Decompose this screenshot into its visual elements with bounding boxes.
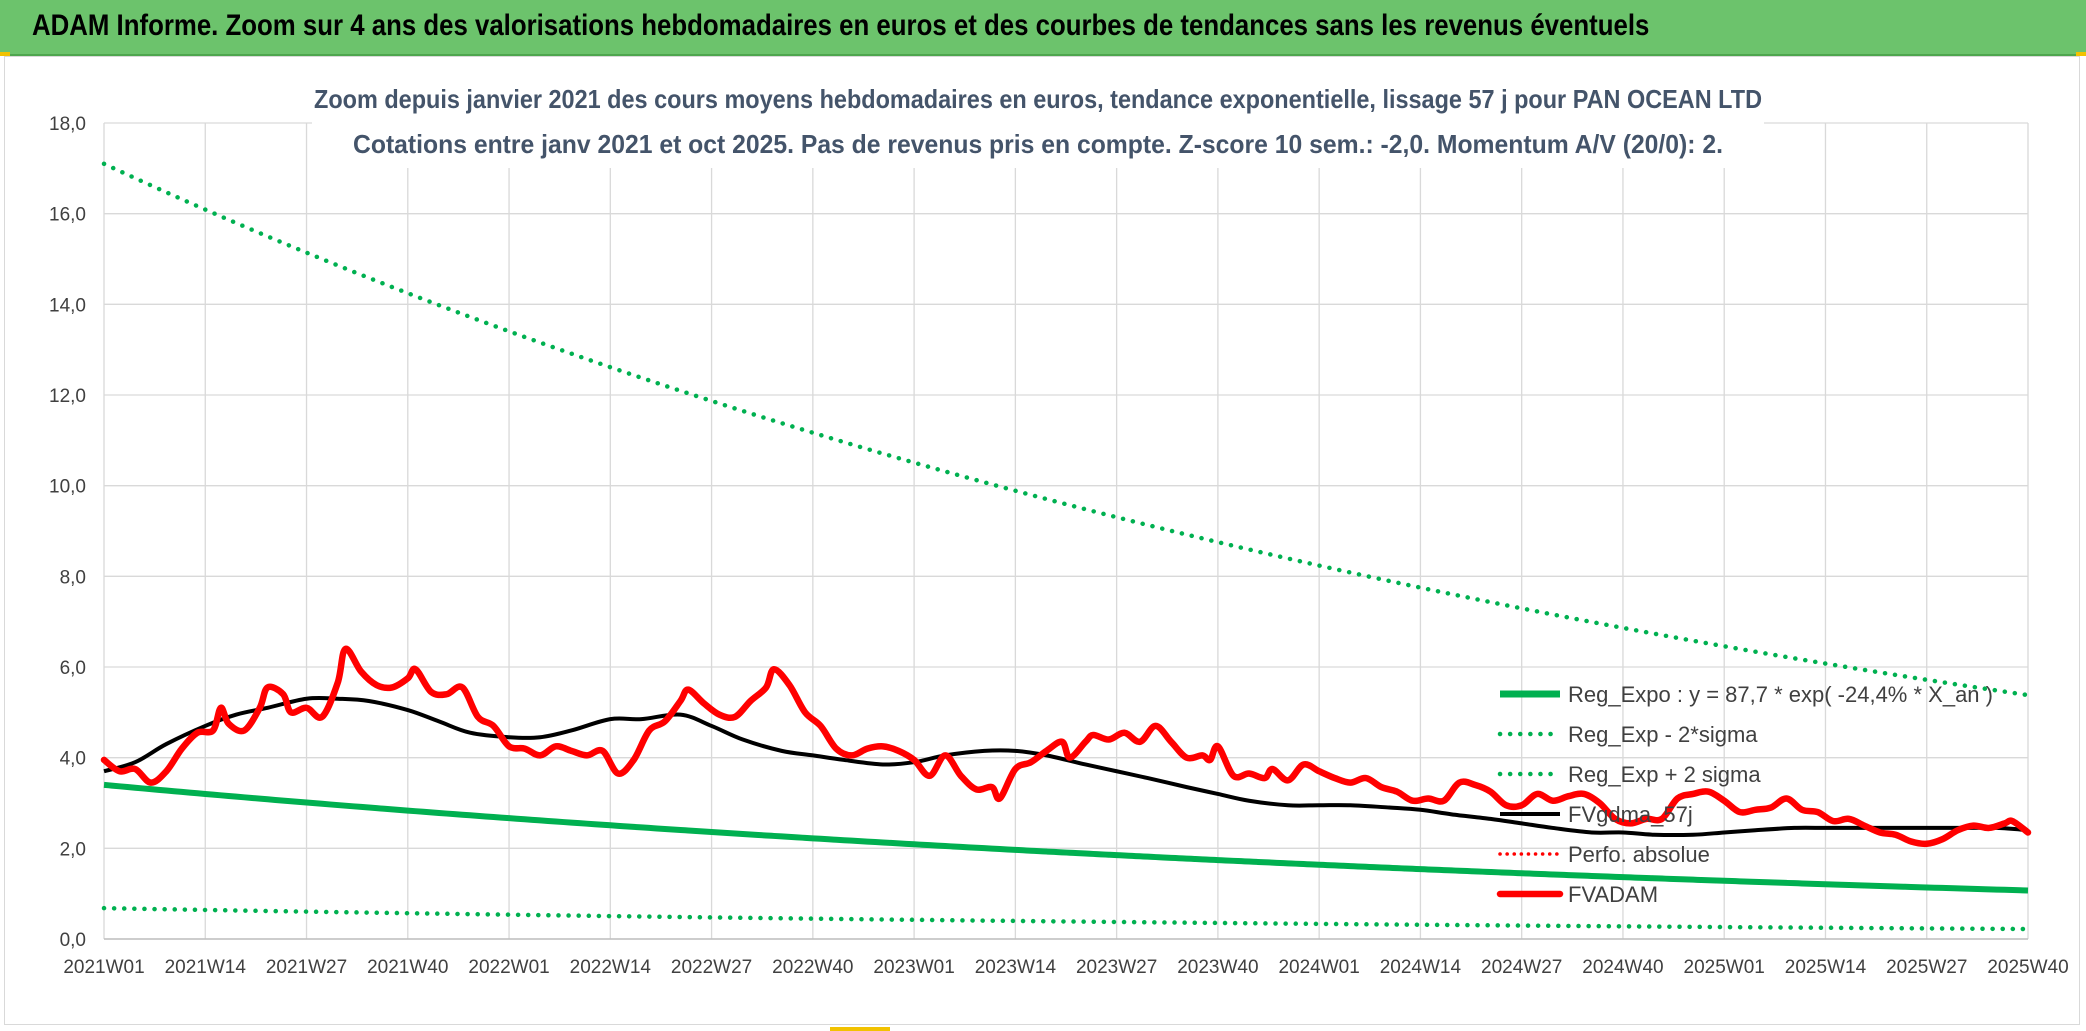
bottom-accent — [830, 1027, 890, 1031]
chart-title-block: Zoom depuis janvier 2021 des cours moyen… — [312, 78, 1764, 168]
chart-frame — [4, 56, 2080, 1025]
legend-label: FVgdma_57j — [1568, 802, 1693, 827]
y-tick-label: 12,0 — [49, 386, 86, 407]
corner-accent-left — [0, 52, 10, 56]
y-tick-label: 4,0 — [60, 749, 86, 770]
x-tick-label: 2021W27 — [266, 957, 347, 978]
series-fvgdma-57j — [103, 695, 2029, 838]
axis-labels: 0,0 2,0 4,0 6,0 8,0 10,0 12,0 14,0 16,0 18,0 2021W… — [49, 114, 2069, 978]
y-tick-label: 18,0 — [49, 114, 86, 135]
x-tick-label: 2023W27 — [1076, 957, 1157, 978]
x-tick-label: 2025W14 — [1785, 957, 1867, 978]
x-tick-label: 2021W14 — [165, 957, 247, 978]
x-tick-label: 2025W27 — [1886, 957, 1967, 978]
x-tick-label: 2022W01 — [468, 957, 549, 978]
x-tick-label: 2022W40 — [772, 957, 853, 978]
x-tick-label: 2024W01 — [1278, 957, 1359, 978]
x-tick-label: 2023W40 — [1177, 957, 1258, 978]
x-tick-label: 2024W40 — [1582, 957, 1663, 978]
header-bar: ADAM Informe. Zoom sur 4 ans des valoris… — [0, 0, 2086, 56]
series-fvadam — [100, 645, 2032, 848]
series-lines — [100, 161, 2032, 932]
legend-label: Reg_Exp + 2 sigma — [1568, 762, 1761, 787]
y-tick-label: 0,0 — [60, 930, 86, 951]
x-tick-label: 2025W40 — [1987, 957, 2068, 978]
x-tick-label: 2022W27 — [671, 957, 752, 978]
x-tick-label: 2024W14 — [1380, 957, 1462, 978]
y-tick-label: 10,0 — [49, 477, 86, 498]
chart-legend: Reg_Expo : y = 87,7 * exp( -24,4% * X_an… — [1496, 682, 1993, 907]
x-tick-label: 2021W40 — [367, 957, 448, 978]
legend-label: FVADAM — [1568, 882, 1658, 907]
chart-title-line1: Zoom depuis janvier 2021 des cours moyen… — [314, 84, 1762, 114]
series-reg-expo — [103, 781, 2029, 894]
y-tick-label: 16,0 — [49, 205, 86, 226]
series-reg-exp-2-sigma — [101, 161, 2031, 698]
page-title: ADAM Informe. Zoom sur 4 ans des valoris… — [32, 9, 1650, 42]
y-tick-label: 8,0 — [60, 567, 86, 588]
y-tick-label: 14,0 — [49, 295, 86, 316]
x-tick-label: 2024W27 — [1481, 957, 1562, 978]
chart-title-background — [312, 78, 1764, 168]
y-tick-label: 2,0 — [60, 839, 86, 860]
corner-accent-right — [2076, 52, 2086, 56]
legend-label: Reg_Expo : y = 87,7 * exp( -24,4% * X_an… — [1568, 682, 1993, 707]
y-tick-label: 6,0 — [60, 658, 86, 679]
x-tick-label: 2023W01 — [873, 957, 954, 978]
legend-label: Reg_Exp - 2*sigma — [1568, 722, 1758, 747]
x-tick-label: 2022W14 — [570, 957, 652, 978]
gridlines — [103, 122, 2029, 940]
chart-title-line2: Cotations entre janv 2021 et oct 2025. P… — [353, 129, 1723, 159]
x-tick-label: 2025W01 — [1684, 957, 1765, 978]
x-tick-label: 2021W01 — [63, 957, 144, 978]
x-tick-label: 2023W14 — [975, 957, 1057, 978]
series-reg-exp-2-sigma — [101, 905, 2031, 932]
legend-label: Perfo. absolue — [1568, 842, 1710, 867]
